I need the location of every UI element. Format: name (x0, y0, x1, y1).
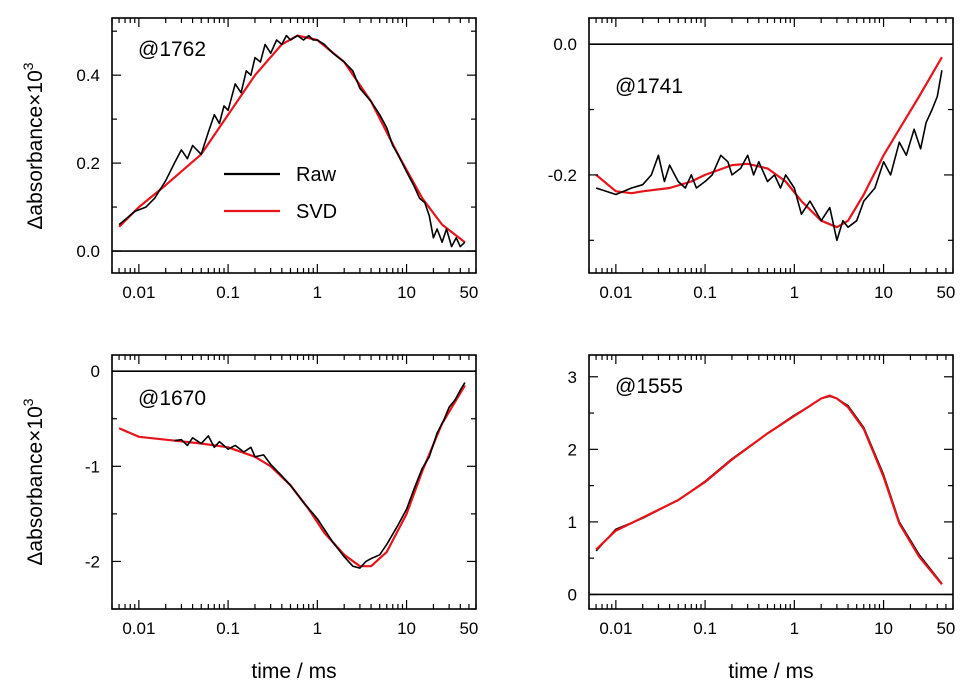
panel-1741-y-tick-label: 0.0 (553, 35, 577, 54)
panel-1555-x-tick-label: 1 (790, 619, 799, 638)
panel-1762-y-tick-label: 0.0 (76, 242, 100, 261)
panel-1555-y-tick-label: 0 (568, 585, 577, 604)
y-axis-label-bottom-text: Δabsorbance×10 (24, 406, 47, 565)
panel-1762-y-tick-label: 0.4 (76, 66, 100, 85)
panel-1741-series-svd (595, 56, 943, 229)
x-axis-label-right: time / ms (728, 660, 813, 683)
panel-1555-y-tick-label: 2 (568, 440, 577, 459)
panel-1670-frame (111, 354, 477, 610)
panel-1555-series-svd (595, 394, 943, 586)
legend-label-svd: SVD (296, 201, 337, 223)
panel-1555-x-tick-label: 50 (936, 619, 955, 638)
panel-1762-series-raw (118, 34, 466, 248)
panel-1670-x-tick-label: 1 (313, 619, 322, 638)
panel-1762-annotation: @1762 (138, 38, 206, 61)
panel-1555-x-tick-label: 10 (874, 619, 893, 638)
panel-1762-frame (111, 17, 477, 274)
legend-label-raw: Raw (296, 164, 337, 186)
panel-1741-x-tick-label: 1 (790, 283, 799, 302)
panel-1762-x-tick-label: 0.01 (122, 283, 155, 302)
panel-1670-x-tick-label: 50 (459, 619, 478, 638)
panel-1555-y-tick-label: 1 (568, 513, 577, 532)
panel-1741-series-raw (595, 70, 943, 242)
panel-1741-frame (588, 17, 954, 274)
panel-1670-series-raw (174, 382, 466, 569)
panel-1670-x-tick-label: 0.01 (122, 619, 155, 638)
panel-1762-x-tick-label: 10 (397, 283, 416, 302)
panel-1555-series-raw (595, 395, 943, 585)
panel-1555-y-tick-label: 3 (568, 368, 577, 387)
panel-1762-x-tick-label: 0.1 (216, 283, 240, 302)
panel-1762-legend: Raw SVD (224, 164, 337, 223)
panel-1670-x-tick-label: 0.1 (216, 619, 240, 638)
panel-1670-series-svd (118, 384, 466, 568)
y-axis-label-top-text: Δabsorbance×10 (24, 70, 47, 229)
panel-1762-x-tick-label: 50 (459, 283, 478, 302)
y-axis-label-top: Δabsorbance×103 (20, 62, 47, 229)
panel-1555-frame (588, 354, 954, 610)
panel-1762-x-tick-label: 1 (313, 283, 322, 302)
y-axis-label-bottom-exp: 3 (20, 398, 36, 406)
panel-1670-y-tick-label: -1 (85, 457, 100, 476)
panel-1555-annotation: @1555 (615, 375, 683, 398)
panel-1555-x-tick-label: 0.01 (599, 619, 632, 638)
panel-1741-x-tick-label: 0.01 (599, 283, 632, 302)
panel-1670-y-tick-label: 0 (91, 362, 100, 381)
panel-1670-x-tick-label: 10 (397, 619, 416, 638)
panel-1741-x-tick-label: 0.1 (693, 283, 717, 302)
x-axis-label-left: time / ms (251, 660, 336, 683)
y-axis-label-bottom: Δabsorbance×103 (20, 398, 47, 565)
panel-1762-series-svd (118, 34, 466, 244)
panel-1670-annotation: @1670 (138, 387, 206, 410)
panel-1741-x-tick-label: 10 (874, 283, 893, 302)
panel-1670: 0.01 0.1 1 10 50 0 -1 -2 @1670 (85, 354, 478, 638)
panel-1762-y-tick-label: 0.2 (76, 154, 100, 173)
y-axis-label-top-exp: 3 (20, 62, 36, 70)
panel-1762: 0.01 0.1 1 10 50 0.0 0.2 0.4 @1762 Raw SVD (76, 17, 478, 302)
panel-1741-x-tick-label: 50 (936, 283, 955, 302)
panel-1741-annotation: @1741 (615, 75, 683, 98)
panel-1741: 0.01 0.1 1 10 50 0.0 -0.2 @1741 (548, 17, 955, 302)
panel-1555-x-tick-label: 0.1 (693, 619, 717, 638)
panel-1741-y-tick-label: -0.2 (548, 166, 577, 185)
panel-1555: 0.01 0.1 1 10 50 0 1 2 3 @1555 (568, 354, 955, 638)
panel-1670-y-tick-label: -2 (85, 552, 100, 571)
